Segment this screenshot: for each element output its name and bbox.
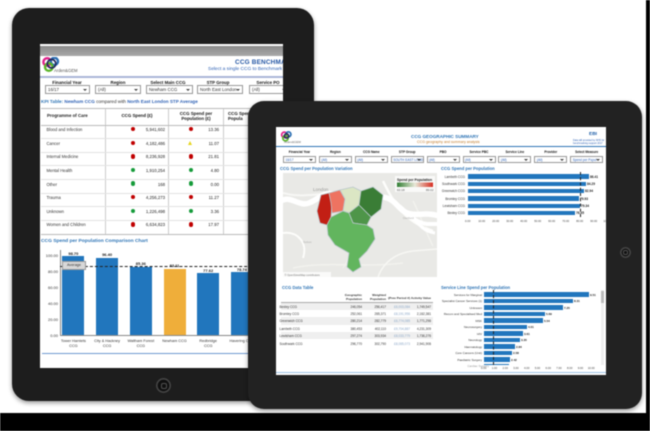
svg-text:© OpenStreetMap contributors: © OpenStreetMap contributors — [285, 273, 321, 277]
svg-text:Dartford: Dartford — [403, 216, 414, 220]
svg-text:London: London — [313, 187, 329, 192]
svg-text:89.02: 89.02 — [426, 188, 434, 192]
svg-text:Sutton: Sutton — [303, 240, 312, 244]
svg-text:63.18: 63.18 — [397, 188, 405, 192]
svg-text:Spend per Population: Spend per Population — [397, 178, 432, 182]
